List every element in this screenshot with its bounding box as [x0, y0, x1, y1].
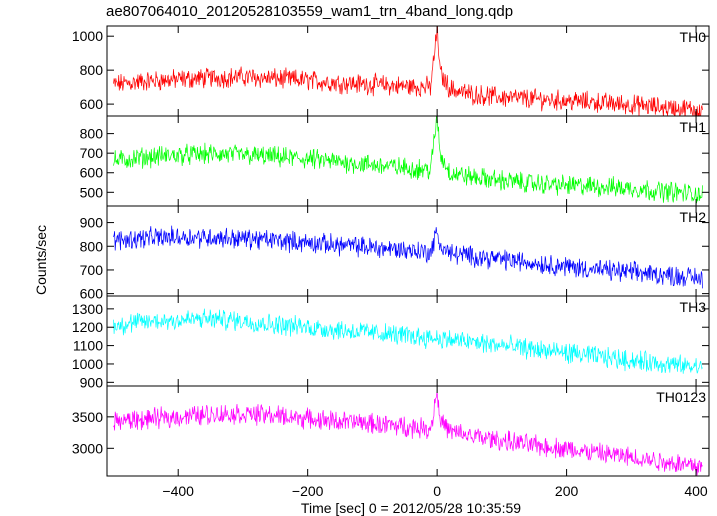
- panels: 600 800 1000 TH0 500 600 700 800 TH1 600 700 800 900…: [72, 25, 710, 477]
- panel-frame: [106, 115, 710, 207]
- y-tick-label: 1100: [73, 338, 103, 354]
- series-line-th1: [113, 116, 703, 204]
- y-tick-label: 800: [80, 238, 104, 254]
- x-axis-label: Time [sec] 0 = 2012/05/28 10:35:59: [301, 500, 521, 516]
- y-tick-label: 700: [80, 145, 104, 161]
- y-tick-label: 1000: [72, 356, 103, 372]
- series-label-th0123: TH0123: [656, 389, 706, 405]
- y-tick-label: 900: [80, 374, 104, 390]
- series-line-th0: [113, 26, 703, 116]
- panel-frame: [106, 205, 710, 297]
- series-line-th0123: [113, 392, 703, 476]
- x-tick-labels: −400 −200 0 200 400: [162, 483, 708, 499]
- x-tick-label: 400: [684, 483, 708, 499]
- x-tick-label: 200: [555, 483, 579, 499]
- panel-th1: 500 600 700 800 TH1: [80, 115, 710, 207]
- x-tick-label: 0: [433, 483, 441, 499]
- y-tick-label: 500: [80, 184, 104, 200]
- y-tick-label: 600: [80, 286, 104, 302]
- y-tick-label: 800: [80, 126, 104, 142]
- x-tick-label: −400: [162, 483, 194, 499]
- y-tick-label: 600: [80, 96, 104, 112]
- series-line-th2: [113, 225, 703, 289]
- series-label-th3: TH3: [680, 299, 707, 315]
- y-tick-label: 1200: [72, 319, 103, 335]
- series-label-th1: TH1: [680, 119, 707, 135]
- series-line-th3: [113, 308, 703, 374]
- y-tick-label: 600: [80, 165, 104, 181]
- panel-th2: 600 700 800 900 TH2: [80, 205, 710, 302]
- chart-title: ae807064010_20120528103559_wam1_trn_4ban…: [106, 3, 513, 20]
- y-tick-label: 900: [80, 215, 104, 231]
- y-tick-label: 800: [80, 62, 104, 78]
- y-tick-label: 3500: [72, 409, 103, 425]
- y-tick-label: 1000: [72, 28, 103, 44]
- y-tick-label: 1300: [72, 301, 103, 317]
- panel-th0: 600 800 1000 TH0: [72, 25, 710, 117]
- y-tick-label: 3000: [72, 440, 103, 456]
- series-label-th2: TH2: [680, 209, 707, 225]
- panel-frame: [106, 385, 710, 477]
- y-axis-label: Counts/sec: [33, 225, 49, 295]
- series-label-th0: TH0: [680, 29, 707, 45]
- panel-th3: 900 1000 1100 1200 1300 TH3: [72, 295, 710, 390]
- panel-th0123: 3000 3500 TH0123: [72, 385, 710, 477]
- y-tick-label: 700: [80, 262, 104, 278]
- x-tick-label: −200: [292, 483, 324, 499]
